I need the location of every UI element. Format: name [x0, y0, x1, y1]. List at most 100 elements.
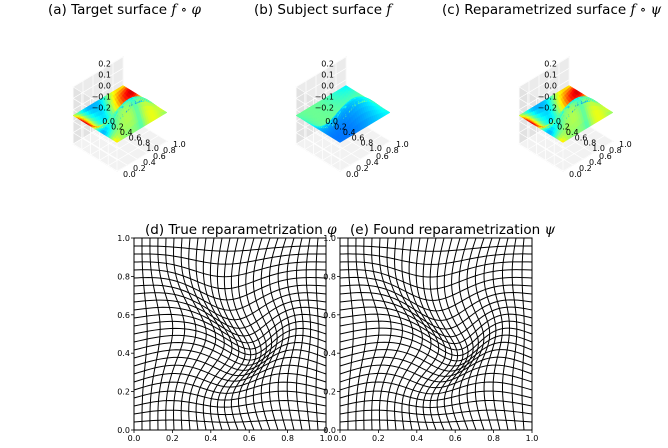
- y-tick-label: 0.6: [376, 152, 389, 161]
- grid-line: [521, 237, 525, 431]
- y-tick-label: 0.8: [323, 272, 336, 281]
- y-tick-label: 0.8: [609, 146, 622, 155]
- y-tick-label: 0.2: [579, 164, 592, 173]
- x-tick-label: 0.6: [129, 133, 142, 142]
- grid-line: [133, 261, 327, 278]
- y-tick-label: 1.0: [117, 234, 130, 243]
- grid-line: [315, 237, 319, 431]
- y-tick-label: 0.0: [346, 170, 359, 179]
- grid-line: [339, 341, 533, 367]
- y-tick-label: 0.0: [323, 426, 336, 435]
- x-tick-label: 1.0: [320, 434, 333, 443]
- x-tick-label: 1.0: [526, 434, 539, 443]
- x-tick-label: 0.4: [343, 128, 356, 137]
- y-tick-label: 0.8: [163, 146, 176, 155]
- x-tick-label: 0.8: [360, 139, 373, 148]
- x-tick-label: 0.0: [325, 117, 338, 126]
- x-tick-label: 0.0: [128, 434, 141, 443]
- z-tick-label: −0.2: [92, 104, 111, 113]
- y-tick-label: 1.0: [619, 140, 632, 149]
- y-tick-label: 0.4: [143, 158, 156, 167]
- y-tick-label: 0.6: [117, 311, 130, 320]
- surface-plot-b: 0.20.10.0−0.1−0.21.00.80.60.40.20.01.00.…: [295, 56, 409, 179]
- y-tick-label: 1.0: [396, 140, 409, 149]
- y-tick-label: 0.2: [133, 164, 146, 173]
- panel-a-title: (a) Target surface f ∘ φ: [48, 2, 201, 18]
- z-tick-label: 0.1: [98, 71, 111, 80]
- x-tick-label: 0.8: [281, 434, 294, 443]
- grid-line: [339, 245, 533, 252]
- grid-line: [133, 253, 327, 265]
- grid-line: [443, 237, 469, 431]
- grid-line: [339, 269, 533, 290]
- plot-frame: [339, 237, 533, 431]
- y-tick-label: 0.6: [153, 152, 166, 161]
- x-tick-label: 0.8: [583, 139, 596, 148]
- x-tick-label: 0.2: [166, 434, 179, 443]
- warped-grid: [133, 237, 327, 431]
- x-tick-label: 0.4: [120, 128, 133, 137]
- y-tick-label: 0.4: [366, 158, 379, 167]
- y-tick-label: 0.6: [599, 152, 612, 161]
- z-tick-label: 0.0: [98, 82, 111, 91]
- x-tick-label: 0.6: [575, 133, 588, 142]
- y-tick-label: 0.8: [117, 272, 130, 281]
- z-tick-label: 0.1: [544, 71, 557, 80]
- x-tick-label: 0.0: [102, 117, 115, 126]
- x-tick-label: 1.0: [369, 144, 382, 153]
- grid-line: [511, 237, 518, 431]
- z-tick-label: 0.0: [544, 82, 557, 91]
- grid-line: [339, 292, 533, 321]
- z-tick-label: −0.1: [538, 93, 557, 102]
- grid-line: [133, 419, 327, 423]
- panel-d-title: (d) True reparametrization φ: [145, 222, 337, 238]
- x-tick-label: 0.8: [487, 434, 500, 443]
- x-tick-label: 0.4: [410, 434, 423, 443]
- x-tick-label: 0.6: [243, 434, 256, 443]
- z-tick-label: 0.2: [98, 60, 111, 69]
- z-tick-label: −0.1: [315, 93, 334, 102]
- grid-line: [141, 237, 148, 431]
- y-tick-label: 0.2: [117, 388, 130, 397]
- x-tick-label: 1.0: [146, 144, 159, 153]
- warped-grid: [339, 237, 533, 431]
- surface-mesh: [295, 85, 391, 143]
- surface-mesh: [72, 85, 168, 143]
- panel-b-title: (b) Subject surface f: [254, 2, 392, 18]
- grid-line: [339, 253, 533, 265]
- plot-frame: [133, 237, 327, 431]
- y-tick-label: 0.0: [123, 170, 136, 179]
- y-tick-label: 0.4: [589, 158, 602, 167]
- x-tick-label: 0.2: [334, 123, 347, 132]
- panel-c-title: (c) Reparametrized surface f ∘ ψ: [442, 2, 662, 18]
- grid-line: [347, 237, 354, 431]
- grid-line: [188, 237, 217, 431]
- grid-line: [296, 237, 304, 431]
- surface-mesh: [518, 85, 614, 143]
- y-tick-label: 1.0: [323, 234, 336, 243]
- x-tick-label: 0.6: [449, 434, 462, 443]
- z-tick-label: −0.2: [538, 104, 557, 113]
- x-tick-label: 0.8: [137, 139, 150, 148]
- grid-line: [133, 269, 327, 290]
- z-tick-label: −0.2: [315, 104, 334, 113]
- y-tick-label: 0.8: [386, 146, 399, 155]
- y-tick-label: 0.0: [117, 426, 130, 435]
- panel-e-title: (e) Found reparametrization ψ: [350, 222, 556, 238]
- grid-line: [339, 409, 533, 416]
- y-tick-label: 0.4: [323, 349, 336, 358]
- surface-plot-a: 0.20.10.0−0.1−0.21.00.80.60.40.20.01.00.…: [72, 56, 186, 179]
- grid-line: [133, 292, 327, 321]
- y-tick-label: 1.0: [173, 140, 186, 149]
- x-tick-label: 0.0: [334, 434, 347, 443]
- grid-line: [501, 237, 510, 431]
- x-tick-label: 0.2: [557, 123, 570, 132]
- x-tick-label: 0.4: [566, 128, 579, 137]
- y-tick-label: 0.6: [323, 311, 336, 320]
- x-tick-label: 0.4: [204, 434, 217, 443]
- x-tick-label: 0.2: [111, 123, 124, 132]
- grid-plot-e: 0.00.0 0.2 0.2 0.4 0.4 0.6 0.6 0.8 0.8 1.0 1.0: [323, 234, 539, 443]
- x-tick-label: 0.0: [548, 117, 561, 126]
- z-tick-label: −0.1: [92, 93, 111, 102]
- y-tick-label: 0.0: [569, 170, 582, 179]
